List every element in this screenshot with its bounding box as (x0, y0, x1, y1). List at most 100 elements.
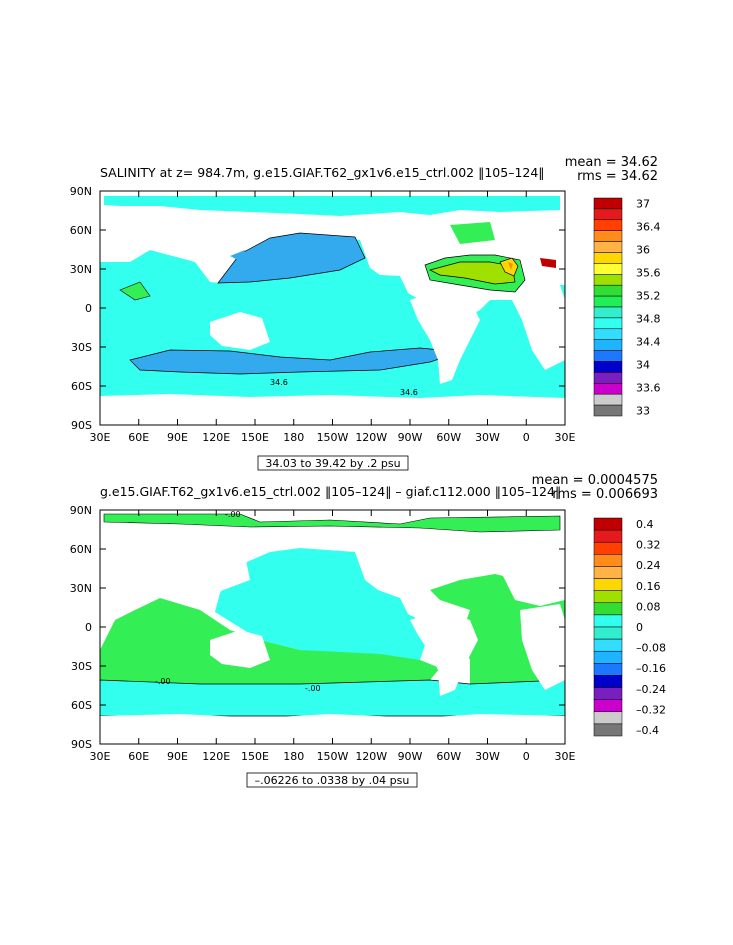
colorbar-swatch (593, 383, 623, 395)
panel2-mean: mean = 0.0004575 (532, 473, 658, 488)
colorbar-label: 33 (636, 405, 650, 418)
colorbar-swatch (593, 663, 623, 676)
colorbar-swatch (593, 219, 623, 231)
colorbar-swatch (593, 602, 623, 616)
lat-tick-label: 30N (70, 263, 92, 276)
colorbar-swatch (593, 393, 623, 406)
lat-tick-label: 90S (71, 738, 92, 751)
colorbar-label: 0.16 (636, 580, 661, 593)
panel2-contour-label: -.00 (305, 684, 321, 693)
colorbar-label: 0 (636, 621, 643, 634)
colorbar-swatch (593, 350, 623, 362)
colorbar-label: 0.32 (636, 539, 661, 552)
colorbar-swatch (593, 328, 623, 340)
lon-tick-label: 30E (90, 750, 111, 763)
lat-tick-label: 60S (71, 699, 92, 712)
colorbar-swatch (593, 252, 623, 264)
continent-australia (210, 312, 270, 350)
pacific-difference (215, 548, 430, 660)
colorbar-label: 0.4 (636, 518, 654, 531)
colorbar-swatch (593, 566, 623, 579)
lat-tick-label: 90S (71, 419, 92, 432)
colorbar-swatch (593, 675, 623, 688)
colorbar-label: 0.08 (636, 600, 661, 613)
colorbar-swatch (593, 590, 623, 604)
panel2-lon-ticks: 30E 60E 90E 120E 150E 180 150W 120W 90W 60W 30W 0 30… (90, 510, 576, 763)
lon-tick-label: 150E (241, 431, 269, 444)
lat-tick-label: 0 (85, 621, 92, 634)
lat-tick-label: 30S (71, 660, 92, 673)
panel1-colorbar: 37 36.4 36 35.6 35.2 34.8 34.4 34 33.6 33 (593, 197, 661, 418)
lon-tick-label: 0 (523, 431, 530, 444)
colorbar-swatch (593, 263, 623, 275)
svg-text:–.06226 to .0338 by .04 psu: –.06226 to .0338 by .04 psu (255, 774, 410, 787)
panel1-range-note: 34.03 to 39.42 by .2 psu (257, 455, 409, 471)
lon-tick-label: 30E (555, 750, 576, 763)
colorbar-swatch (593, 317, 623, 330)
lon-tick-label: 90W (398, 750, 423, 763)
colorbar-swatch (593, 208, 623, 221)
lat-tick-label: 60N (70, 543, 92, 556)
colorbar-swatch (593, 306, 623, 319)
panel2-contour-label: -.00 (155, 677, 171, 686)
panel2-contour-label: -.00 (225, 510, 241, 519)
svg-text:34.03 to 39.42 by .2 psu: 34.03 to 39.42 by .2 psu (265, 457, 400, 470)
lat-tick-label: 0 (85, 302, 92, 315)
colorbar-swatch (593, 614, 623, 628)
antarctica (100, 394, 565, 425)
colorbar-swatch (593, 230, 623, 242)
colorbar-label: 0.24 (636, 559, 661, 572)
colorbar-label: 35.2 (636, 289, 661, 302)
lon-tick-label: 120E (202, 431, 230, 444)
lat-tick-label: 60N (70, 224, 92, 237)
colorbar-swatch (593, 699, 623, 713)
colorbar-label: –0.4 (636, 724, 659, 737)
colorbar-swatch (593, 284, 623, 297)
colorbar-swatch (593, 517, 623, 531)
lat-tick-label: 30N (70, 582, 92, 595)
colorbar-swatch (593, 687, 623, 700)
panel1-lat-ticks: 90N 60N 30N 0 30S 60S 90S (70, 185, 565, 432)
ocean-field (104, 196, 560, 216)
panel1-contour-label: 34.6 (270, 378, 288, 387)
colorbar-swatch (593, 541, 623, 555)
colorbar-label: –0.24 (636, 683, 666, 696)
lon-tick-label: 120W (355, 750, 387, 763)
colorbar-swatch (593, 295, 623, 308)
colorbar-swatch (593, 274, 623, 286)
north-pacific-fresh (217, 232, 366, 284)
colorbar-label: –0.08 (636, 642, 666, 655)
lon-tick-label: 90W (398, 431, 423, 444)
lon-tick-label: 30E (90, 431, 111, 444)
panel1-contour-label: 34.6 (400, 388, 418, 397)
lat-tick-label: 90N (70, 504, 92, 517)
lon-tick-label: 180 (283, 750, 304, 763)
colorbar-swatch (593, 626, 623, 640)
lat-tick-label: 90N (70, 185, 92, 198)
colorbar-label: 35.6 (636, 266, 661, 279)
continent-south-america (410, 290, 480, 384)
colorbar-label: 33.6 (636, 382, 661, 395)
lon-tick-label: 30W (475, 750, 500, 763)
panel1-title: SALINITY at z= 984.7m, g.e15.GIAF.T62_gx… (100, 165, 545, 180)
lon-tick-label: 150W (317, 431, 349, 444)
panel1-rms: rms = 34.62 (577, 169, 658, 184)
arctic-positive (103, 513, 561, 533)
colorbar-label: 37 (636, 197, 650, 210)
colorbar-label: –0.32 (636, 703, 666, 716)
colorbar-swatch (593, 638, 623, 652)
indian-positive (100, 598, 440, 684)
lon-tick-label: 150W (317, 750, 349, 763)
lon-tick-label: 0 (523, 750, 530, 763)
panel2-range-note: –.06226 to .0338 by .04 psu (246, 772, 418, 788)
colorbar-label: 36.4 (636, 220, 661, 233)
colorbar-swatch (593, 361, 623, 373)
lon-tick-label: 60W (436, 431, 461, 444)
lat-tick-label: 60S (71, 380, 92, 393)
lat-tick-label: 30S (71, 341, 92, 354)
panel2-map: -.00 -.00 -.00 (99, 509, 566, 745)
colorbar-label: 34.8 (636, 313, 661, 326)
colorbar-swatch (593, 529, 623, 543)
panel-salinity: SALINITY at z= 984.7m, g.e15.GIAF.T62_gx… (70, 155, 661, 471)
